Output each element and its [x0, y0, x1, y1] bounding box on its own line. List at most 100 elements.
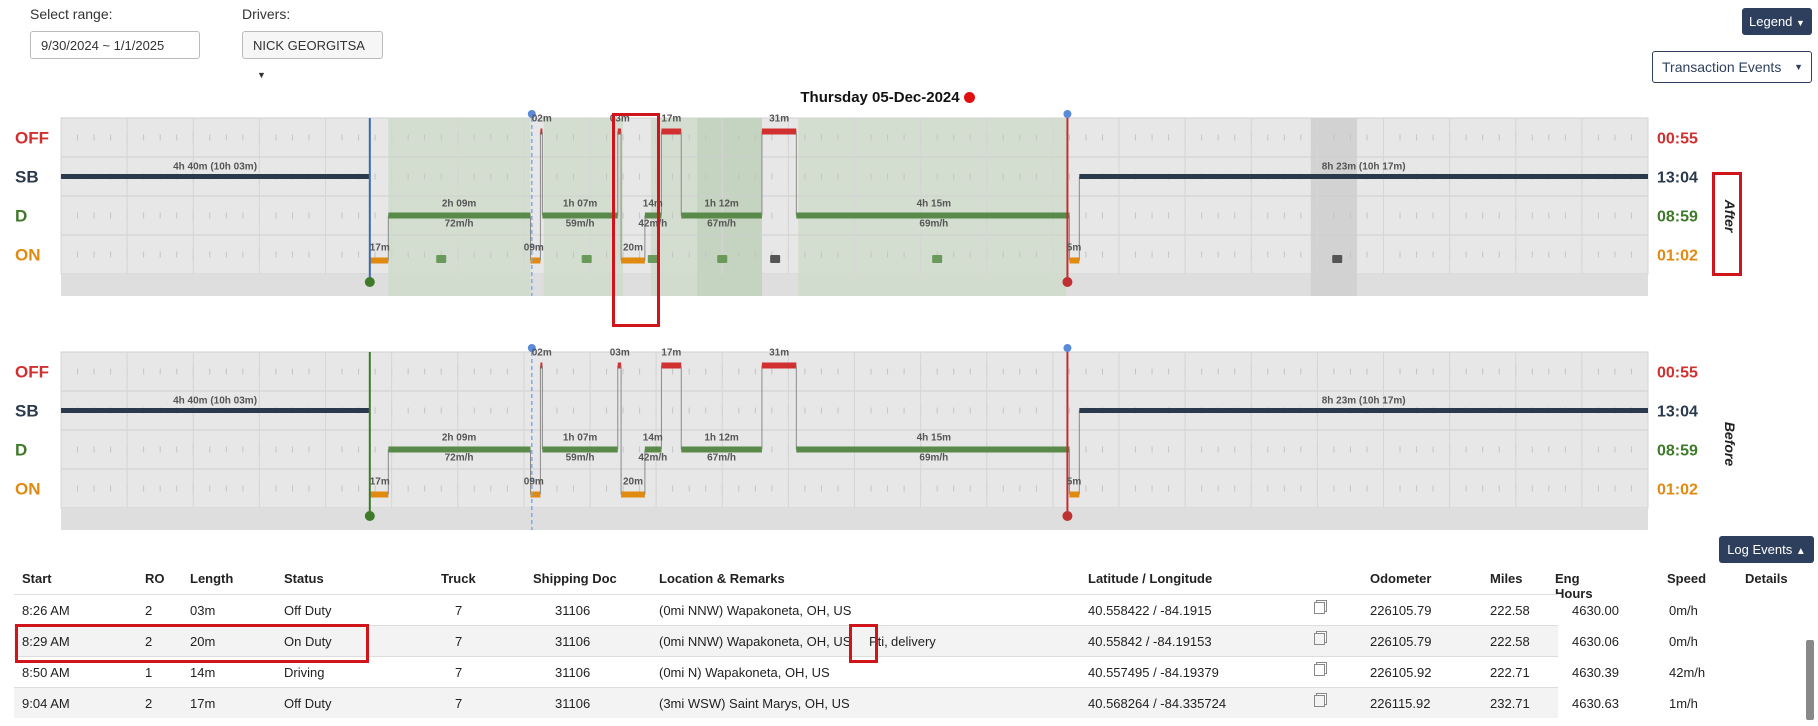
status-label-off: OFF [15, 363, 49, 382]
table-row[interactable]: 9:04 AM 2 17m Off Duty 7 31106 (3mi WSW) Saint… [14, 687, 1698, 718]
hour-tick-label: 11 [1577, 110, 1588, 113]
copy-icon[interactable] [1314, 695, 1325, 707]
location-pin-icon [527, 110, 536, 118]
hour-tick-label: 3 [257, 110, 263, 113]
segment-label: 42m/h [638, 219, 667, 230]
log-events-button[interactable]: Log Events ▲ [1719, 536, 1814, 563]
log-chart-after: M1234567891011N1234567891011MOFFSBDON00:… [0, 102, 1818, 325]
cell-doc: 31106 [555, 603, 591, 618]
segment-label: 67m/h [707, 219, 736, 230]
cell-status: Driving [284, 665, 325, 680]
segment-label: 09m [524, 477, 544, 488]
cell-start: 8:50 AM [22, 665, 70, 680]
cell-eng: 4630.39 [1572, 665, 1619, 680]
copy-icon[interactable] [1314, 633, 1325, 645]
status-label-off: OFF [15, 129, 49, 148]
cell-latlng: 40.557495 / -84.19379 [1088, 665, 1219, 680]
segment-label: 02m [532, 348, 552, 359]
table-row[interactable]: 8:29 AM 2 20m On Duty 7 31106 (0mi NNW) Wapako… [14, 625, 1698, 656]
hour-tick-label: 10 [1510, 110, 1522, 113]
truck-event-icon [581, 255, 592, 263]
cell-odometer: 226115.92 [1370, 696, 1431, 711]
hour-tick-label: 7 [521, 110, 527, 113]
location-pin-icon [1063, 344, 1072, 352]
segment-label: 02m [532, 114, 552, 125]
segment-label: 31m [769, 114, 789, 125]
hour-tick-label: 8 [587, 344, 593, 347]
driving-shade-0 [388, 118, 531, 296]
segment-label: 09m [524, 243, 544, 254]
segment-label: 17m [661, 114, 681, 125]
hour-tick-label: 9 [653, 344, 659, 347]
col-shipping-doc: Shipping Doc [533, 571, 617, 586]
cell-ro: 2 [145, 696, 153, 711]
cell-latlng: 40.55842 / -84.19153 [1088, 634, 1212, 649]
segment-label: 14m [643, 199, 663, 210]
segment-label: 14m [643, 433, 663, 444]
segment-label: 17m [370, 243, 390, 254]
sun-icon [963, 92, 975, 103]
hour-tick-label: 4 [1116, 110, 1122, 113]
login-event-icon [364, 277, 375, 287]
date-range-input[interactable]: 9/30/2024 ~ 1/1/2025 [30, 31, 200, 59]
col-eng-hours: Eng Hours [1555, 571, 1593, 601]
day-title: Thursday 05-Dec-2024 [0, 89, 1775, 106]
cell-remark2: delivery [891, 634, 936, 649]
hour-tick-label: 1 [124, 110, 130, 113]
col-details: Details [1745, 571, 1788, 586]
col-miles: Miles [1490, 571, 1523, 586]
truck-event-icon [647, 255, 658, 263]
cell-truck: 7 [455, 665, 463, 680]
timeline-svg: M1234567891011N1234567891011MOFFSBDON00:… [15, 336, 1698, 530]
segment-label: 5m [1067, 243, 1082, 254]
col-truck: Truck [441, 571, 476, 586]
truck-event-icon [717, 255, 728, 263]
copy-icon[interactable] [1314, 664, 1325, 676]
cell-latlng: 40.558422 / -84.1915 [1088, 603, 1212, 618]
cell-miles: 222.71 [1490, 665, 1530, 680]
segment-label: 8h 23m (10h 17m) [1322, 396, 1406, 407]
hour-tick-label: M [57, 110, 65, 113]
hour-tick-label: 10 [717, 344, 729, 347]
highlight-box-row [15, 624, 369, 663]
table-row[interactable]: 8:26 AM 2 03m Off Duty 7 31106 (0mi NNW) Wapak… [14, 594, 1698, 625]
status-total: 01:02 [1657, 482, 1698, 499]
truck-event-icon [436, 255, 447, 263]
cell-ro: 1 [145, 665, 153, 680]
log-events-label: Log Events [1727, 542, 1793, 557]
status-total: 00:55 [1657, 365, 1698, 382]
col-status: Status [284, 571, 324, 586]
caret-down-icon: ▼ [1794, 62, 1803, 72]
caret-down-icon: ▼ [1796, 18, 1805, 28]
cell-remark1: Pti, [869, 634, 888, 649]
legend-button[interactable]: Legend ▼ [1742, 8, 1812, 35]
cell-length: 17m [190, 696, 216, 711]
hour-tick-label: 4 [323, 344, 329, 347]
status-total: 01:02 [1657, 248, 1698, 265]
cell-miles: 222.58 [1490, 634, 1530, 649]
hour-tick-label: N [851, 344, 858, 347]
cell-length: 03m [190, 603, 216, 618]
range-label: Select range: [30, 6, 113, 22]
cell-location: (3mi WSW) Saint Marys, OH, US [659, 696, 850, 711]
driving-shade-4 [798, 118, 1067, 296]
col-location: Location & Remarks [659, 571, 785, 586]
hour-tick-label: 2 [984, 110, 990, 113]
highlight-box-remark [849, 624, 878, 663]
transaction-events-dropdown[interactable]: Transaction Events ▼ [1652, 51, 1812, 83]
legend-label: Legend [1749, 14, 1793, 29]
status-label-on: ON [15, 246, 41, 265]
segment-label: 4h 15m [917, 433, 952, 444]
driver-select[interactable]: NICK GEORGITSA ▼ [242, 31, 383, 80]
hour-tick-label: 2 [984, 344, 990, 347]
hour-tick-label: 8 [1381, 344, 1387, 347]
segment-label: 17m [370, 477, 390, 488]
copy-icon[interactable] [1314, 602, 1325, 614]
table-scrollbar[interactable] [1806, 640, 1814, 720]
segment-label: 20m [623, 243, 643, 254]
status-label-sb: SB [15, 168, 39, 187]
hour-tick-label: 6 [1248, 344, 1254, 347]
event-strip [61, 508, 1648, 530]
camera-event-icon [770, 255, 781, 263]
segment-label: 59m/h [566, 219, 595, 230]
